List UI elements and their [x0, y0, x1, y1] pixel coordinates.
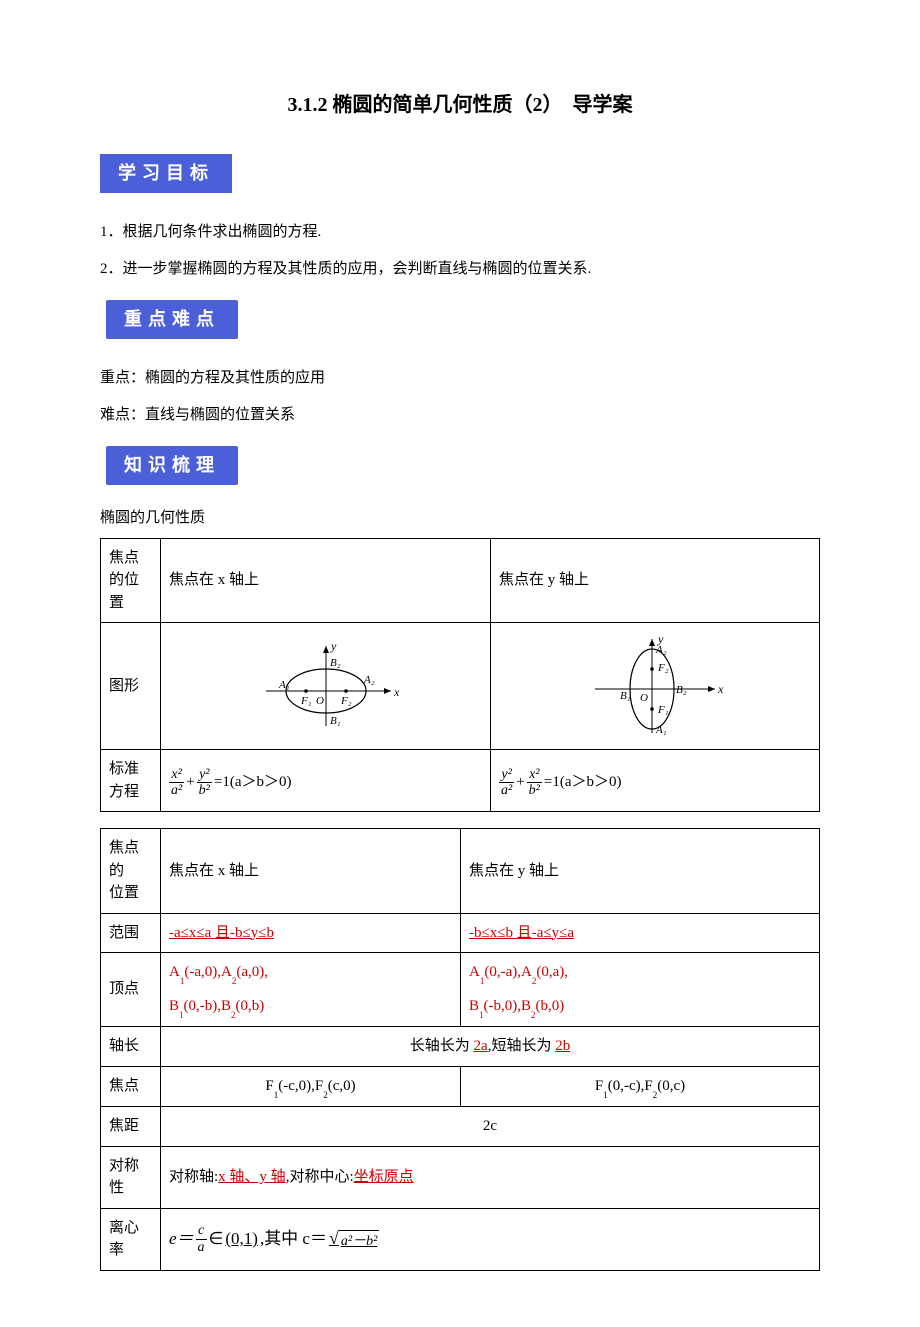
svg-text:A₁: A₁	[278, 679, 290, 691]
cell-focal-distance-label: 焦距	[101, 1107, 161, 1147]
cell-symmetry-value: 对称轴:x 轴、y 轴,对称中心:坐标原点	[161, 1146, 820, 1208]
svg-text:x: x	[717, 682, 724, 696]
label-line-2: 位置	[109, 882, 152, 905]
table-geometry-1: 焦点的位置 焦点在 x 轴上 焦点在 y 轴上 图形 A₁ A₂ B₂ B₁ F…	[100, 538, 820, 813]
cell-foci-y: F1(0,-c),F2(0,c)	[461, 1066, 820, 1107]
keypoint-2: 难点：直线与椭圆的位置关系	[100, 404, 820, 427]
cell-focus-header: 焦点的位置	[101, 538, 161, 623]
table-row: 对称性 对称轴:x 轴、y 轴,对称中心:坐标原点	[101, 1146, 820, 1208]
table-row: 焦点 F1(-c,0),F2(c,0) F1(0,-c),F2(0,c)	[101, 1066, 820, 1107]
svg-text:y: y	[330, 639, 337, 653]
banner-keypoints: 重点难点	[106, 300, 238, 339]
cell-figure-label: 图形	[101, 623, 161, 750]
svg-text:O: O	[316, 695, 324, 707]
svg-text:B₁: B₁	[330, 715, 341, 727]
cell-eccentricity-value: e＝ ca ∈ (0,1) ,其中 c＝ √a²－b²	[161, 1208, 820, 1270]
cell-foci-x: F1(-c,0),F2(c,0)	[161, 1066, 461, 1107]
cell-range-label: 范围	[101, 913, 161, 953]
ellipse-vertical-icon: A₂ A₁ B₁ B₂ F₂ F₁ O x y	[580, 631, 730, 741]
table-row: 焦点的 位置 焦点在 x 轴上 焦点在 y 轴上	[101, 829, 820, 914]
cell-focus-y: 焦点在 y 轴上	[461, 829, 820, 914]
cell-focus-x: 焦点在 x 轴上	[161, 538, 491, 623]
label-line-1: 标准	[109, 758, 152, 781]
svg-text:F₁: F₁	[657, 704, 669, 716]
cell-focus-header: 焦点的 位置	[101, 829, 161, 914]
svg-text:F₂: F₂	[340, 695, 352, 707]
table-caption: 椭圆的几何性质	[100, 507, 820, 530]
cell-std-eq-y: y²a² + x²b² =1(a＞b＞0)	[491, 750, 820, 812]
cell-eccentricity-label: 离心率	[101, 1208, 161, 1270]
cell-axis-label: 轴长	[101, 1027, 161, 1067]
cell-focus-x: 焦点在 x 轴上	[161, 829, 461, 914]
ellipse-horizontal-icon: A₁ A₂ B₂ B₁ F₁ F₂ O x y	[246, 636, 406, 736]
table-geometry-2: 焦点的 位置 焦点在 x 轴上 焦点在 y 轴上 范围 -a≤x≤a 且-b≤y…	[100, 828, 820, 1271]
cell-focus-y: 焦点在 y 轴上	[491, 538, 820, 623]
eq-tail: =1(a＞b＞0)	[544, 771, 622, 794]
table-row: 离心率 e＝ ca ∈ (0,1) ,其中 c＝ √a²－b²	[101, 1208, 820, 1270]
page-title: 3.1.2 椭圆的简单几何性质（2） 导学案	[100, 90, 820, 120]
svg-text:A₂: A₂	[363, 674, 375, 686]
cell-axis-value: 长轴长为 2a,短轴长为 2b	[161, 1027, 820, 1067]
table-row: 图形 A₁ A₂ B₂ B₁ F₁ F₂ O x y	[101, 623, 820, 750]
svg-text:O: O	[640, 692, 648, 704]
keypoint-1: 重点：椭圆的方程及其性质的应用	[100, 367, 820, 390]
svg-text:B₂: B₂	[330, 657, 341, 669]
banner-objectives: 学习目标	[100, 154, 232, 193]
svg-text:A₁: A₁	[655, 724, 667, 736]
cell-std-eq-label: 标准 方程	[101, 750, 161, 812]
table-row: 标准 方程 x²a² + y²b² =1(a＞b＞0) y²a² + x²b² …	[101, 750, 820, 812]
svg-text:x: x	[393, 685, 400, 699]
cell-figure-y: A₂ A₁ B₁ B₂ F₂ F₁ O x y	[491, 623, 820, 750]
cell-range-y: -b≤x≤b 且-a≤y≤a	[461, 913, 820, 953]
svg-text:F₂: F₂	[657, 662, 669, 674]
cell-range-x: -a≤x≤a 且-b≤y≤b	[161, 913, 461, 953]
table-row: 焦距 2c	[101, 1107, 820, 1147]
cell-focal-distance-value: 2c	[161, 1107, 820, 1147]
table-row: 焦点的位置 焦点在 x 轴上 焦点在 y 轴上	[101, 538, 820, 623]
cell-vertex-x: A1(-a,0),A2(a,0), B1(0,-b),B2(0,b)	[161, 953, 461, 1027]
svg-text:y: y	[657, 632, 664, 646]
cell-std-eq-x: x²a² + y²b² =1(a＞b＞0)	[161, 750, 491, 812]
table-row: 轴长 长轴长为 2a,短轴长为 2b	[101, 1027, 820, 1067]
label-line-1: 焦点的	[109, 837, 152, 882]
cell-symmetry-label: 对称性	[101, 1146, 161, 1208]
cell-figure-x: A₁ A₂ B₂ B₁ F₁ F₂ O x y	[161, 623, 491, 750]
svg-text:F₁: F₁	[300, 695, 312, 707]
table-row: 范围 -a≤x≤a 且-b≤y≤b -b≤x≤b 且-a≤y≤a	[101, 913, 820, 953]
objective-2: 2．进一步掌握椭圆的方程及其性质的应用，会判断直线与椭圆的位置关系.	[100, 258, 820, 281]
banner-knowledge: 知识梳理	[106, 446, 238, 485]
table-row: 顶点 A1(-a,0),A2(a,0), B1(0,-b),B2(0,b) A1…	[101, 953, 820, 1027]
cell-vertex-y: A1(0,-a),A2(0,a), B1(-b,0),B2(b,0)	[461, 953, 820, 1027]
cell-foci-label: 焦点	[101, 1066, 161, 1107]
svg-text:B₂: B₂	[676, 684, 687, 696]
svg-text:B₁: B₁	[620, 690, 631, 702]
cell-vertex-label: 顶点	[101, 953, 161, 1027]
objective-1: 1．根据几何条件求出椭圆的方程.	[100, 221, 820, 244]
label-line-2: 方程	[109, 781, 152, 804]
eq-tail: =1(a＞b＞0)	[214, 771, 292, 794]
